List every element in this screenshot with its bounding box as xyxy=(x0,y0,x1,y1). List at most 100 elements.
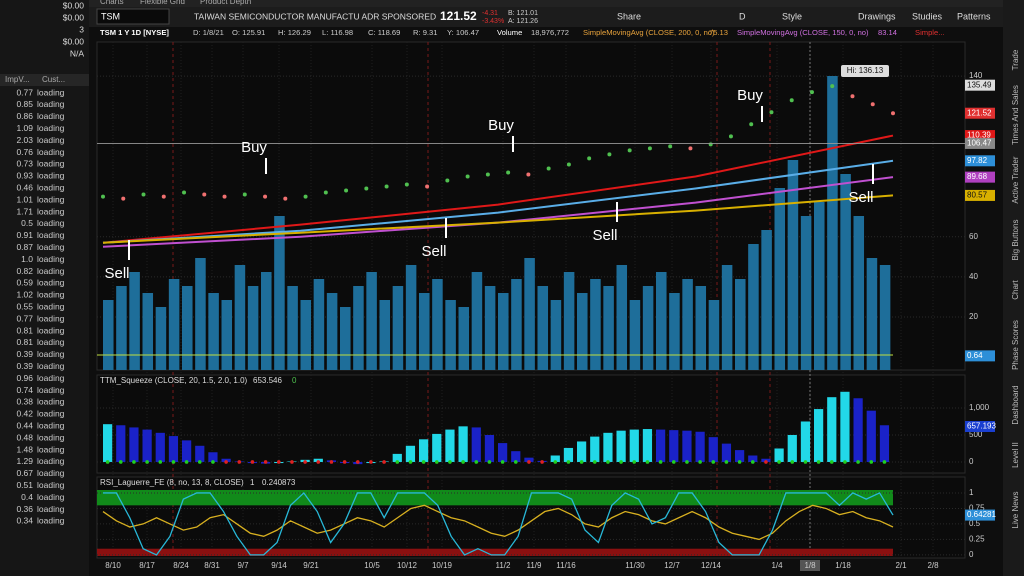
column-header-text[interactable]: Cust... xyxy=(42,75,65,84)
squeeze-dot xyxy=(105,460,110,464)
row-value: 0.82 xyxy=(16,266,33,276)
x-tick-label: 12/7 xyxy=(664,561,680,570)
squeeze-dot xyxy=(395,460,400,464)
side-tab[interactable]: Trade xyxy=(1011,49,1020,70)
volume-bar xyxy=(484,286,496,370)
squeeze-dot xyxy=(856,460,860,464)
volume-bar xyxy=(261,272,272,370)
price-dot xyxy=(708,142,713,147)
toolbar-button[interactable]: Style xyxy=(782,11,802,21)
side-tab-strip xyxy=(1003,0,1024,576)
row-status: loading xyxy=(37,325,65,335)
toolbar-button[interactable]: Studies xyxy=(912,11,943,21)
info-item: SimpleMovingAvg (CLOSE, 150, 0, no) xyxy=(737,28,869,37)
window-tab[interactable]: Charts xyxy=(100,0,124,6)
study-reading: 0.240873 xyxy=(262,478,296,487)
y-tick-label: 60 xyxy=(969,232,978,241)
row-status: loading xyxy=(37,468,65,478)
price-dot xyxy=(404,182,409,187)
volume-bar xyxy=(419,293,430,370)
price-dot xyxy=(789,98,794,103)
toolbar-button[interactable]: Patterns xyxy=(957,11,991,21)
price-dot xyxy=(485,172,490,177)
squeeze-dot xyxy=(342,460,347,464)
window-tab[interactable]: Product Depth xyxy=(200,0,251,6)
volume-bar xyxy=(656,272,667,370)
squeeze-dot xyxy=(171,460,176,464)
row-value: 0.91 xyxy=(16,230,33,240)
x-tick-label: 11/30 xyxy=(625,561,645,570)
squeeze-dot xyxy=(421,460,426,464)
toolbar-button[interactable]: D xyxy=(739,11,746,21)
side-tab[interactable]: Level II xyxy=(1011,442,1020,468)
squeeze-bar xyxy=(550,455,560,462)
y-tick-label: 0 xyxy=(969,550,974,559)
study-title: RSI_Laguerre_FE (8, no, 13, 8, CLOSE) xyxy=(100,478,244,487)
volume-bar xyxy=(247,286,259,370)
squeeze-dot xyxy=(816,460,821,464)
summary-value: $0.00 xyxy=(63,0,85,10)
row-value: 0.51 xyxy=(16,480,33,490)
squeeze-dot xyxy=(329,460,334,464)
volume-bar xyxy=(735,279,746,370)
volume-bar xyxy=(827,76,838,370)
squeeze-dot xyxy=(290,460,294,464)
y-tick-label: 0 xyxy=(969,457,974,466)
symbol-input[interactable]: TSM xyxy=(101,11,120,21)
row-status: loading xyxy=(37,373,65,383)
volume-bar xyxy=(405,265,417,370)
volume-bar xyxy=(879,265,891,370)
y-tick-label: 1 xyxy=(969,488,974,497)
price-dot xyxy=(222,194,227,199)
squeeze-bar xyxy=(511,451,521,462)
squeeze-dot xyxy=(619,460,623,464)
oversold-band xyxy=(97,548,893,556)
volume-bar xyxy=(866,258,878,370)
value-box-label: 80.57 xyxy=(967,191,988,200)
squeeze-dot xyxy=(843,460,847,464)
side-tab[interactable]: Chart xyxy=(1011,279,1020,299)
toolbar-button[interactable]: Drawings xyxy=(858,11,896,21)
row-status: loading xyxy=(37,99,65,109)
squeeze-bar xyxy=(577,441,587,462)
x-tick-label: 1/18 xyxy=(835,561,851,570)
volume-bar xyxy=(195,258,206,370)
row-value: 0.38 xyxy=(16,397,33,407)
side-tab[interactable]: Live News xyxy=(1011,492,1020,529)
side-tab[interactable]: Active Trader xyxy=(1011,156,1020,203)
row-value: 0.36 xyxy=(16,504,33,514)
squeeze-dot xyxy=(474,460,479,464)
toolbar-button[interactable]: Share xyxy=(617,11,641,21)
row-value: 0.87 xyxy=(16,242,33,252)
side-tab[interactable]: Big Buttons xyxy=(1011,220,1020,261)
value-box-label: 97.82 xyxy=(967,156,988,165)
info-item: TSM 1 Y 1D [NYSE] xyxy=(100,28,169,37)
info-item: Volume xyxy=(497,28,522,37)
x-tick-label: 1/8 xyxy=(804,561,816,570)
squeeze-bar xyxy=(498,443,508,462)
squeeze-bar xyxy=(405,445,416,462)
price-dot xyxy=(242,192,247,197)
column-header-text[interactable]: ImpV... xyxy=(5,75,30,84)
squeeze-dot xyxy=(579,460,584,464)
side-tab[interactable]: Dashboard xyxy=(1011,385,1020,424)
row-value: 0.34 xyxy=(16,516,33,526)
row-status: loading xyxy=(37,444,65,454)
window-tab[interactable]: Flexible Grid xyxy=(140,0,185,6)
row-status: loading xyxy=(37,516,65,526)
volume-bar xyxy=(353,286,364,370)
symbol-box[interactable] xyxy=(96,8,170,25)
squeeze-bar xyxy=(603,432,613,462)
value-box xyxy=(965,137,995,149)
row-status: loading xyxy=(37,397,65,407)
volume-bar xyxy=(392,286,404,370)
row-status: loading xyxy=(37,242,65,252)
row-value: 1.48 xyxy=(16,444,33,454)
row-status: loading xyxy=(37,480,65,490)
y-tick-label: 1,000 xyxy=(969,403,990,412)
side-tab[interactable]: Phase Scores xyxy=(1011,320,1020,370)
side-tab[interactable]: Times And Sales xyxy=(1011,85,1020,145)
row-status: loading xyxy=(37,123,65,133)
price-dot xyxy=(384,184,389,189)
volume-bar xyxy=(129,272,140,370)
